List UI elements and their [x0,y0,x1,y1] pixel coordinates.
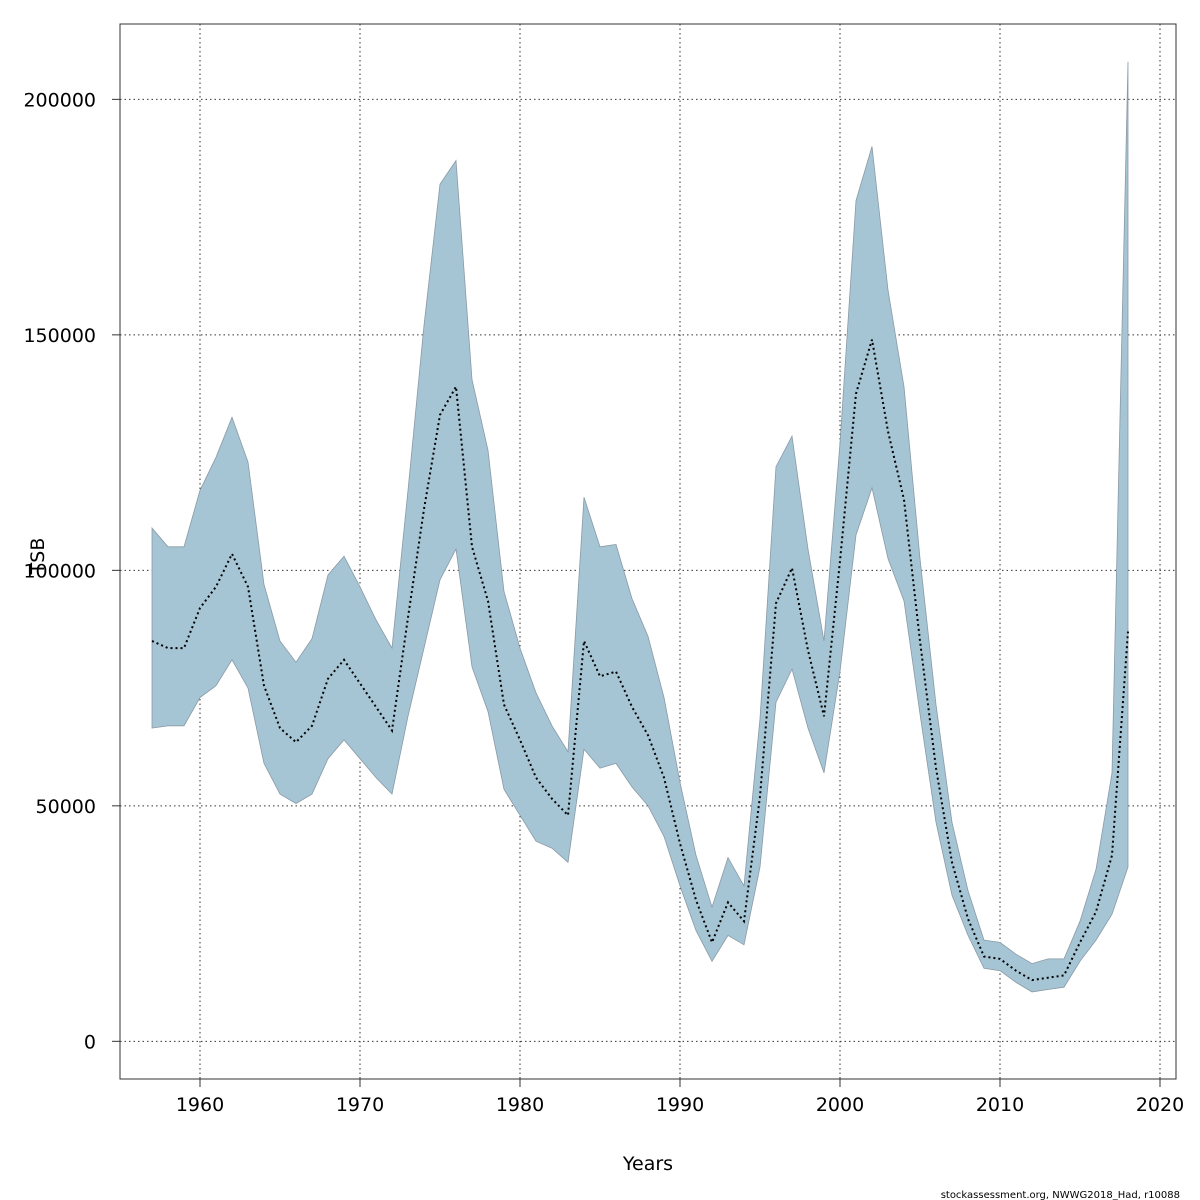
x-tick-label: 2010 [976,1094,1024,1116]
y-tick-label: 150000 [23,325,96,347]
y-tick-label: 100000 [23,560,96,582]
x-axis-title: Years [622,1153,673,1175]
grid [120,24,1176,1079]
x-tick-label: 1980 [496,1094,544,1116]
x-tick-label: 1960 [176,1094,224,1116]
y-tick-label: 50000 [36,796,96,818]
plot-frame [119,23,1177,1080]
y-axis-title: TSB [27,538,49,576]
source-footer: stockassessment.org, NWWG2018_Had, r1008… [941,1190,1180,1200]
confidence-band [151,61,1129,993]
x-tick-label: 2020 [1136,1094,1184,1116]
axes: 1960 1970 1980 1990 2000 2010 2020 0 50000 100000… [23,89,1184,1116]
y-tick-label: 0 [84,1031,96,1053]
confidence-band-layer [151,61,1129,993]
y-tick-label: 200000 [23,89,96,111]
x-tick-label: 2000 [816,1094,864,1116]
x-tick-label: 1990 [656,1094,704,1116]
x-tick-label: 1970 [336,1094,384,1116]
